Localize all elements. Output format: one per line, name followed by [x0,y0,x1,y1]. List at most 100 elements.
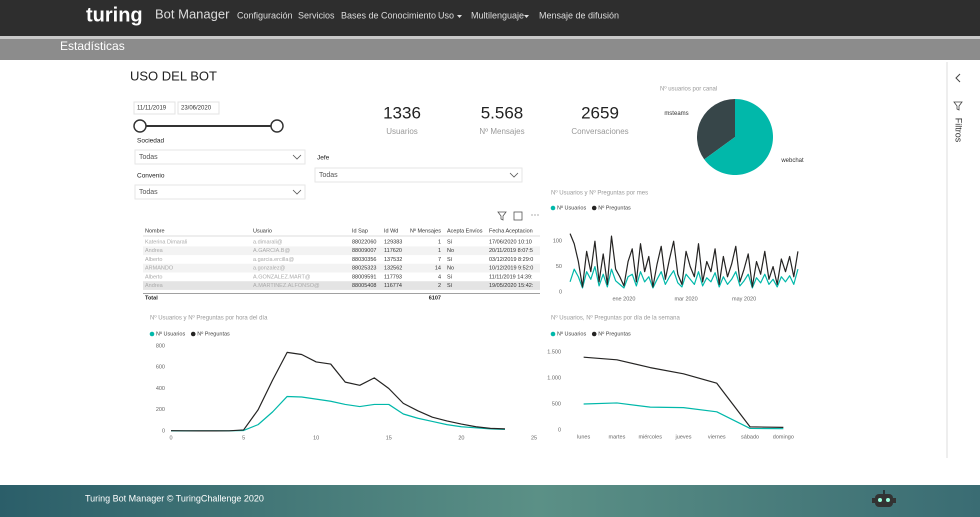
table-cell: A.MARTINEZ.ALFONSO@ [253,283,320,289]
legend-dot [149,331,155,337]
caret [524,15,529,18]
series-line [583,356,784,428]
column-header: Acepta Envíos [447,228,483,234]
filter-icon[interactable] [497,211,507,221]
table-cell: Andrea [145,283,164,289]
table-cell: 14 [435,266,441,272]
date-from: 11/11/2019 [137,106,167,112]
x-tick-label: 15 [386,435,392,441]
table-cell: 116774 [384,283,402,289]
pie-slice [696,99,735,160]
dropdown[interactable] [134,184,306,200]
date-box[interactable] [177,101,220,115]
table-cell: Alberto [145,274,162,280]
table-cell: 11/11/2019 14:39: [489,274,533,280]
menu-item[interactable]: Mensaje de difusión [539,10,619,20]
series-line [569,266,799,289]
y-tick-label: 600 [156,365,165,371]
table-cell: Sí [447,274,453,280]
chart-title: Nº Usuarios y Nº Preguntas por hora del … [150,315,268,322]
series-line [583,402,784,430]
table-cell: 10/12/2019 9:52:0 [489,266,533,272]
legend-label: Nº Usuarios [557,330,586,337]
table-cell: Sí [447,239,453,245]
robot-ear [893,498,896,503]
collapse-icon[interactable] [955,73,961,83]
legend-label: Nº Preguntas [598,204,631,211]
y-tick-label: 1.500 [547,349,561,355]
menu-item[interactable]: Multilenguaje [471,10,524,20]
x-tick-label: ene 2020 [612,296,635,302]
table-cell: Sí [447,257,453,263]
table-cell: 137532 [384,257,402,263]
y-tick-label: 0 [559,289,562,295]
dropdown-arrow [509,172,519,178]
brand-product[interactable]: Bot Manager [155,6,230,21]
footer-text: Turing Bot Manager © TuringChallenge 202… [85,493,264,503]
x-tick-label: miércoles [638,434,662,440]
table-cell: No [447,248,454,254]
y-tick-label: 400 [156,386,165,392]
table-cell: 7 [438,257,441,263]
menu-item[interactable]: Uso [438,10,454,20]
table-cell: No [447,266,454,272]
table-cell: 117620 [384,248,402,254]
menu-item[interactable]: Configuración [237,10,293,20]
dropdown-arrow [292,189,302,195]
y-tick-label: 100 [553,239,562,245]
column-header: Nombre [145,228,165,234]
date-to: 23/06/2020 [181,106,212,112]
table-cell: a.gonzalez@ [253,266,286,272]
caret [457,15,462,18]
navbar [0,0,980,36]
side-panel-label[interactable]: Filtros [954,118,964,143]
table-cell: Katerina Dimarali [145,239,187,245]
kpi-value: 2659 [581,103,619,122]
date-box[interactable] [133,101,176,115]
pie-label: webchat [780,158,804,164]
table-cell: a.dimarali@ [253,239,283,245]
report-title: USO DEL BOT [130,68,217,83]
pie-label: msteams [664,111,688,117]
robot-icon[interactable] [872,490,896,507]
x-tick-label: may 2020 [732,296,756,302]
legend-dot [550,331,556,337]
y-tick-label: 500 [552,401,561,407]
filter-label: Jefe [317,155,330,162]
more-icon[interactable]: ⋯ [531,209,540,219]
dropdown-value: Todas [139,154,158,161]
slider-handle[interactable] [133,119,147,133]
table-cell: 117793 [384,274,402,280]
brand[interactable]: turing [86,4,143,26]
x-tick-label: 10 [313,435,319,441]
table-cell: 1 [438,239,441,245]
y-tick-label: 800 [156,343,165,349]
menu-item[interactable]: Servicios [298,10,335,20]
column-header: Fecha Aceptacion [489,228,533,234]
filter-label: Convenio [137,173,165,180]
table-cell: A.GARCIA.B@ [253,248,290,254]
focus-icon[interactable] [513,211,523,221]
table-cell: 88025323 [352,266,376,272]
dropdown[interactable] [314,167,523,183]
slider-handle[interactable] [270,119,284,133]
pie-slice [704,99,773,175]
menu-item[interactable]: Bases de Conocimiento [341,10,436,20]
table-cell: Andrea [145,248,164,254]
table: Nombre Usuario Id Sap Id Wd Nº Mensajes Acept… [143,227,540,301]
total-value: 6107 [429,295,441,301]
table-cell: a.garcia.ercilla@ [253,257,294,263]
legend-dot [591,205,597,211]
dropdown[interactable] [134,149,306,165]
legend-dot [190,331,196,337]
robot-eye [878,498,882,502]
filter-icon [953,101,963,111]
table-cell: A.GONZALEZ.MART@ [253,274,311,280]
title-bar [0,39,980,60]
x-tick-label: 5 [242,435,245,441]
row-bg [143,263,540,273]
filters: Sociedad Todas Convenio Todas Jefe Todas [134,138,523,200]
table-cell: 129383 [384,239,402,245]
x-tick-label: 20 [458,435,464,441]
